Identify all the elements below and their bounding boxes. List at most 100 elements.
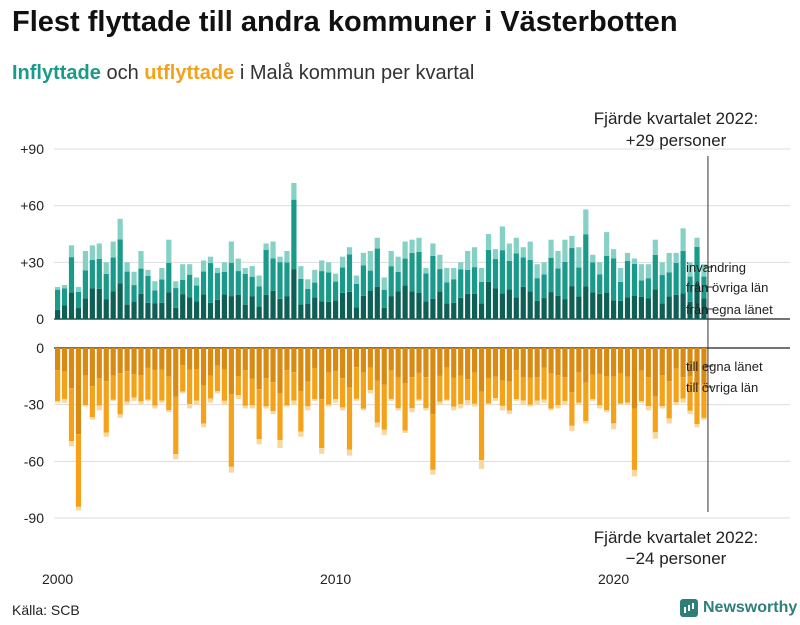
bar-out-other (124, 371, 130, 402)
bar-in-own (478, 303, 485, 319)
bar-in-imm (604, 232, 610, 256)
bar-out-own (611, 348, 617, 377)
bar-out-own (451, 348, 457, 378)
bar-in-imm (103, 262, 109, 274)
bar-out-own (187, 348, 193, 370)
bar-out-own (597, 348, 603, 374)
bar-in-imm (360, 252, 366, 266)
bar-in-other (430, 255, 436, 299)
bar-in-other (680, 250, 686, 294)
bar-out-own (228, 348, 234, 395)
bar-in-imm (617, 268, 624, 282)
bar-in-imm (326, 262, 332, 273)
bar-out-emig (319, 448, 325, 454)
bar-out-own (263, 348, 269, 379)
bar-in-own (624, 297, 631, 319)
bar-in-own (333, 300, 339, 319)
bar-out-other (367, 367, 373, 391)
bar-in-imm (520, 247, 526, 258)
bar-in-own (611, 300, 617, 319)
bar-in-own (541, 298, 547, 319)
bar-in-own (103, 299, 109, 319)
bar-out-other (270, 382, 276, 412)
bar-out-emig (326, 404, 332, 407)
bar-in-other (597, 274, 603, 294)
bar-out-emig (124, 401, 130, 405)
bar-out-own (270, 348, 276, 383)
bar-out-emig (527, 404, 533, 407)
bar-in-own (534, 300, 540, 319)
source-note: Källa: SCB (12, 602, 80, 618)
bar-out-own (75, 348, 82, 435)
bar-out-other (103, 381, 109, 433)
bar-in-other (555, 268, 561, 296)
bar-in-other (673, 262, 679, 295)
bar-out-emig (61, 398, 68, 403)
bar-in-other (638, 280, 644, 297)
bar-out-own (694, 348, 700, 386)
bar-in-imm (339, 256, 346, 268)
bar-in-other (166, 262, 172, 293)
bar-in-imm (159, 268, 165, 280)
bar-in-own (277, 298, 283, 319)
bar-out-other (200, 385, 207, 424)
bar-in-other (513, 253, 519, 298)
bar-in-imm (652, 239, 658, 255)
bar-in-own (367, 291, 373, 319)
y-tick-in: +90 (20, 141, 44, 157)
bar-out-other (541, 367, 547, 400)
bar-out-emig (562, 400, 568, 405)
bar-out-emig (180, 391, 186, 394)
bar-out-other (110, 375, 116, 400)
bar-out-other (242, 370, 248, 406)
bar-in-own (339, 292, 346, 319)
bar-in-own (680, 293, 686, 319)
x-tick-label: 2020 (598, 571, 629, 587)
bar-out-other (590, 374, 596, 400)
bar-out-other (249, 378, 255, 406)
bar-out-own (339, 348, 346, 379)
bar-out-other (187, 369, 193, 404)
y-tick-out: -90 (24, 510, 44, 526)
bar-out-emig (611, 423, 617, 430)
bar-in-imm (631, 258, 638, 264)
bar-out-own (194, 348, 200, 370)
bar-in-own (131, 301, 137, 319)
bar-out-other (68, 388, 75, 442)
bar-in-imm (694, 237, 700, 247)
bar-in-other (319, 271, 325, 302)
bar-in-imm (485, 234, 492, 250)
bar-in-other (353, 283, 360, 308)
bar-in-imm (298, 266, 304, 279)
bar-out-other (583, 382, 589, 422)
bar-in-own (444, 303, 450, 319)
bar-in-other (478, 281, 485, 304)
bar-in-own (228, 296, 234, 319)
y-tick-out: -60 (24, 453, 44, 469)
series-label-fran-egna-lanet: från egna länet (686, 302, 773, 317)
bar-in-imm (624, 252, 631, 261)
bar-in-imm (166, 239, 172, 263)
bar-out-emig (478, 460, 485, 469)
bar-in-other (645, 278, 651, 299)
bar-out-other (520, 377, 526, 401)
bar-out-emig (645, 406, 651, 411)
bar-in-other (666, 272, 672, 297)
bar-in-other (256, 286, 262, 307)
bar-out-emig (166, 410, 172, 413)
bar-in-other (451, 279, 457, 303)
bar-out-other (75, 434, 82, 507)
bar-out-emig (701, 417, 707, 420)
bar-out-own (319, 348, 325, 400)
bar-in-imm (82, 251, 88, 271)
bar-out-other (55, 370, 61, 401)
bar-in-own (124, 304, 130, 319)
bar-in-imm (409, 239, 415, 253)
bar-out-other (180, 365, 186, 392)
bar-out-other (659, 375, 665, 407)
bar-out-own (249, 348, 255, 379)
bar-out-own (402, 348, 408, 383)
bar-out-own (485, 348, 492, 378)
bar-in-own (249, 296, 255, 319)
bar-in-other (381, 289, 387, 308)
